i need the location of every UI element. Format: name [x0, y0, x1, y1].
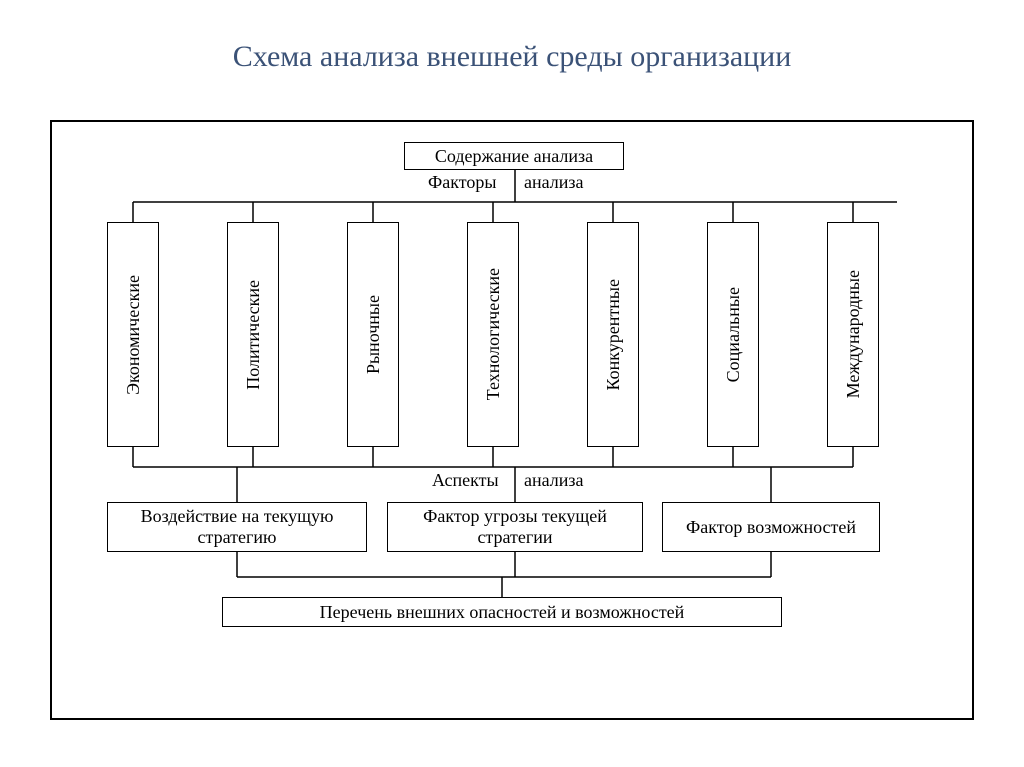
factor-box-4: Конкурентные — [587, 222, 639, 447]
aspect-label-0: Воздействие на текущую стратегию — [108, 506, 366, 547]
factor-box-0: Экономические — [107, 222, 159, 447]
aspect-box-0: Воздействие на текущую стратегию — [107, 502, 367, 552]
factor-label-3: Технологические — [483, 268, 504, 400]
slide-title: Схема анализа внешней среды организации — [0, 40, 1024, 74]
aspects-label-left: Аспекты — [432, 470, 499, 491]
aspect-box-2: Фактор возможностей — [662, 502, 880, 552]
factor-box-6: Международные — [827, 222, 879, 447]
factor-box-3: Технологические — [467, 222, 519, 447]
factor-label-4: Конкурентные — [603, 279, 624, 390]
factor-label-6: Международные — [843, 270, 864, 398]
aspect-box-1: Фактор угрозы текущей стратегии — [387, 502, 643, 552]
node-bottom: Перечень внешних опасностей и возможност… — [222, 597, 782, 627]
node-top: Содержание анализа — [404, 142, 624, 170]
factor-label-1: Политические — [243, 280, 264, 390]
factor-label-2: Рыночные — [363, 295, 384, 374]
aspect-label-1: Фактор угрозы текущей стратегии — [388, 506, 642, 547]
factor-box-1: Политические — [227, 222, 279, 447]
aspects-label-right: анализа — [524, 470, 583, 491]
node-bottom-label: Перечень внешних опасностей и возможност… — [320, 602, 685, 623]
factor-box-2: Рыночные — [347, 222, 399, 447]
factor-label-5: Социальные — [723, 287, 744, 382]
factors-label-right: анализа — [524, 172, 583, 193]
aspect-label-2: Фактор возможностей — [686, 517, 856, 538]
diagram-frame: Содержание анализа Факторы анализа Эконо… — [50, 120, 974, 720]
factor-label-0: Экономические — [123, 275, 144, 395]
factor-box-5: Социальные — [707, 222, 759, 447]
node-top-label: Содержание анализа — [435, 146, 593, 167]
factors-label-left: Факторы — [428, 172, 496, 193]
slide: Схема анализа внешней среды организации — [0, 0, 1024, 767]
